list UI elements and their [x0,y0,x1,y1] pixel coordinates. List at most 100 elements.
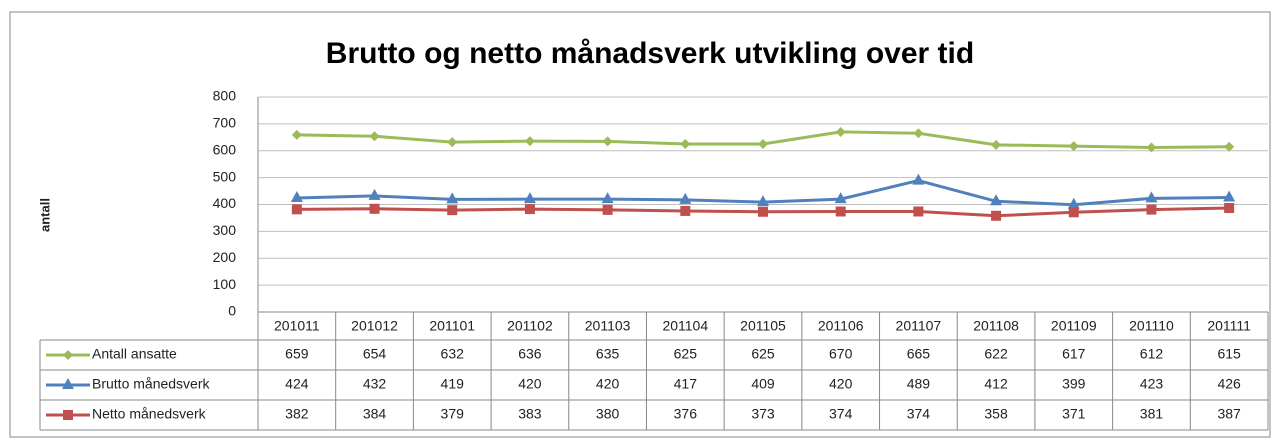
legend-label: Brutto månedsverk [92,376,210,392]
y-axis-label: antall [37,198,52,232]
table-value: 383 [518,406,542,422]
table-value: 420 [596,376,620,392]
table-value: 654 [363,346,387,362]
legend-label: Antall ansatte [92,346,177,362]
table-value: 632 [441,346,465,362]
point [835,206,846,217]
x-tick-label: 201104 [662,318,708,334]
table-value: 615 [1217,346,1241,362]
chart-border [9,11,1271,438]
table-value: 424 [285,376,309,392]
point [680,139,691,150]
table-value: 426 [1217,376,1241,392]
table-value: 373 [751,406,775,422]
table-value: 625 [674,346,698,362]
x-tick-label: 201101 [429,318,475,334]
point [913,206,924,217]
point [1068,141,1079,152]
table-value: 379 [441,406,465,422]
table-value: 420 [829,376,853,392]
table-value: 670 [829,346,853,362]
table-value: 399 [1062,376,1086,392]
point [1224,141,1235,152]
table-value: 371 [1062,406,1086,422]
y-tick-label: 800 [213,88,237,104]
y-tick-label: 400 [213,195,237,211]
y-tick-label: 700 [213,115,237,131]
table-value: 617 [1062,346,1086,362]
point [758,139,768,150]
point [835,126,846,137]
x-tick-label: 201111 [1207,318,1251,334]
point [1224,202,1235,213]
x-tick-label: 201012 [351,318,398,334]
point [602,136,613,147]
chart-title: Brutto og netto månadsverk utvikling ove… [326,37,974,70]
point [1146,204,1157,215]
x-tick-label: 201109 [1051,318,1097,334]
table-value: 380 [596,406,620,422]
y-tick-label: 0 [228,303,236,319]
x-tick-label: 201105 [740,318,786,334]
point [1223,190,1236,202]
point [447,137,458,148]
point [602,204,613,215]
x-tick-label: 201106 [818,318,864,334]
x-tick-label: 201102 [507,318,553,334]
table-value: 419 [441,376,465,392]
point [524,204,535,215]
point [912,173,925,185]
table-value: 489 [907,376,931,392]
table-value: 382 [285,406,309,422]
table-value: 635 [596,346,620,362]
point [1068,207,1079,218]
point [1145,191,1158,203]
table-value: 412 [984,376,1008,392]
x-tick-label: 201011 [274,318,320,334]
table-value: 622 [984,346,1008,362]
table-value: 659 [285,346,309,362]
point [834,192,847,204]
table-value: 636 [518,346,542,362]
table-value: 358 [984,406,1008,422]
x-tick-label: 201110 [1129,318,1174,334]
point [291,129,302,140]
point [757,195,769,207]
table-value: 432 [363,376,387,392]
table-value: 374 [907,406,931,422]
y-tick-label: 500 [213,168,237,184]
table-value: 665 [907,346,931,362]
table-value: 420 [518,376,542,392]
y-tick-label: 200 [213,249,237,265]
table-value: 423 [1140,376,1164,392]
point [446,192,459,204]
point [990,194,1003,206]
point [991,210,1002,221]
point [523,192,536,204]
table-value: 409 [751,376,775,392]
point [447,205,458,216]
x-tick-label: 201108 [973,318,1019,334]
legend-label: Netto månedsverk [92,406,207,422]
x-tick-label: 201103 [585,318,631,334]
point [369,203,380,214]
y-tick-label: 600 [213,141,237,157]
point [758,206,768,217]
point [679,192,692,204]
point [991,139,1002,150]
point [1146,142,1157,153]
x-tick-label: 201107 [896,318,942,334]
point [290,191,303,203]
table-value: 387 [1217,406,1241,422]
table-value: 381 [1140,406,1164,422]
point [63,350,73,360]
table-value: 625 [751,346,775,362]
table-value: 376 [674,406,698,422]
point [368,188,381,200]
point [63,410,73,420]
point [913,128,924,139]
table-value: 417 [674,376,698,392]
table-value: 612 [1140,346,1164,362]
point [601,192,614,204]
